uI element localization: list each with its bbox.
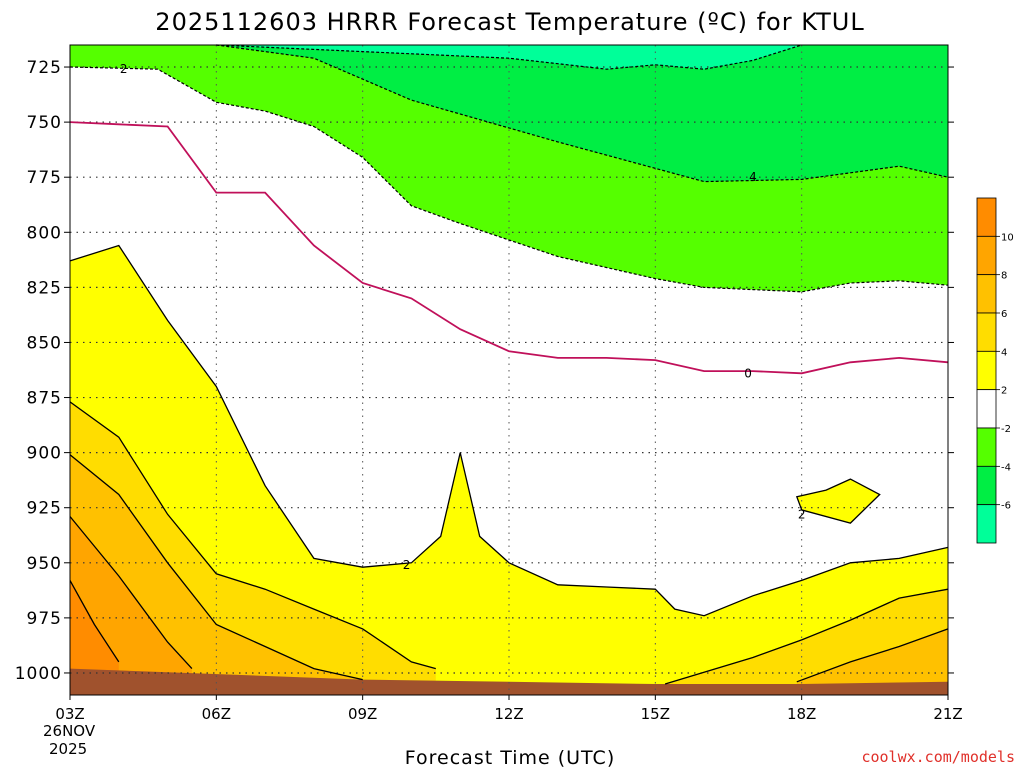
date-label-day: 26NOV xyxy=(43,722,96,740)
y-tick-label: 750 xyxy=(27,113,62,133)
fill-2-to-4 xyxy=(70,245,948,695)
colorbar-swatch xyxy=(976,197,997,237)
colorbar-label: -4 xyxy=(1001,462,1011,473)
date-label-year: 2025 xyxy=(49,740,87,758)
y-tick-label: 825 xyxy=(27,278,62,298)
surface-ground-band xyxy=(70,668,948,695)
contour-line-2-4 xyxy=(69,244,949,617)
colorbar-label: 4 xyxy=(1001,347,1007,358)
x-axis-label: Forecast Time (UTC) xyxy=(405,747,615,768)
y-tick-label: 950 xyxy=(27,554,62,574)
contour-line-minus-2-2 xyxy=(69,66,949,293)
x-tick-label: 12Z xyxy=(494,705,523,723)
x-tick-label: 09Z xyxy=(348,705,377,723)
contour-line-0-3 xyxy=(69,121,949,375)
y-tick-label: 775 xyxy=(27,168,62,188)
contour-line-6-9 xyxy=(796,628,949,683)
y-tick-label: 900 xyxy=(27,444,62,464)
x-tick-label: 18Z xyxy=(787,705,816,723)
y-tick-label: 850 xyxy=(27,333,62,353)
axes: 725 750 775 800 825 850 875 900 925 950 975 1000 03Z… xyxy=(15,44,963,723)
x-tick-label: 21Z xyxy=(933,705,962,723)
contour-label: 2 xyxy=(120,62,128,76)
y-tick-label: 725 xyxy=(27,58,62,78)
fill-6-to-8-1 xyxy=(796,628,948,695)
colorbar-swatch xyxy=(976,274,997,314)
contour-line-6-8 xyxy=(69,454,363,681)
colorbar-swatch xyxy=(976,312,997,352)
colorbar-swatch xyxy=(976,465,997,506)
colorbar-label: -2 xyxy=(1001,424,1011,435)
chart-title: 2025112603 HRRR Forecast Temperature (ºC… xyxy=(155,8,864,36)
contour-line-8-10 xyxy=(69,516,193,670)
colorbar: 10 8 6 4 2 -2 -4 -6 xyxy=(976,197,1014,544)
fill-above-10-0 xyxy=(70,580,119,695)
contour-line-10-11 xyxy=(69,580,120,663)
colorbar-label: 8 xyxy=(1001,271,1007,282)
contour-line-minus-6-0 xyxy=(216,44,802,70)
contour-label: 2 xyxy=(798,507,806,521)
contour-line-2-5 xyxy=(795,478,881,524)
x-tick-label: 06Z xyxy=(202,705,231,723)
colorbar-label: 2 xyxy=(1001,386,1007,397)
y-tick-label: 1000 xyxy=(15,664,62,684)
fill-2-to-4-blob xyxy=(796,479,880,524)
colorbar-label: 6 xyxy=(1001,309,1007,320)
colorbar-swatch xyxy=(976,350,997,391)
colorbar-swatch xyxy=(976,427,997,467)
y-tick-label: 925 xyxy=(27,499,62,519)
contour-line-4-7 xyxy=(664,588,949,685)
y-tick-label: 975 xyxy=(27,609,62,629)
colorbar-swatch xyxy=(976,235,997,276)
colorbar-swatch xyxy=(976,389,997,429)
contour-label: 4 xyxy=(749,170,757,184)
fill-minus-6-to-minus-4 xyxy=(216,45,949,182)
x-tick-label: 03Z xyxy=(55,705,84,723)
colorbar-swatch xyxy=(976,504,997,544)
colorbar-label: 10 xyxy=(1001,232,1014,243)
y-tick-label: 875 xyxy=(27,389,62,409)
contour-label: 2 xyxy=(403,558,411,572)
contour-lines: 4 2 0 2 2 xyxy=(69,44,949,685)
x-tick-label: 15Z xyxy=(641,705,670,723)
y-tick-label: 800 xyxy=(27,223,62,243)
source-credit: coolwx.com/models xyxy=(861,748,1015,766)
contour-label: 0 xyxy=(744,366,752,380)
colorbar-label: -6 xyxy=(1001,501,1011,512)
contour-line-4-6 xyxy=(69,401,436,670)
